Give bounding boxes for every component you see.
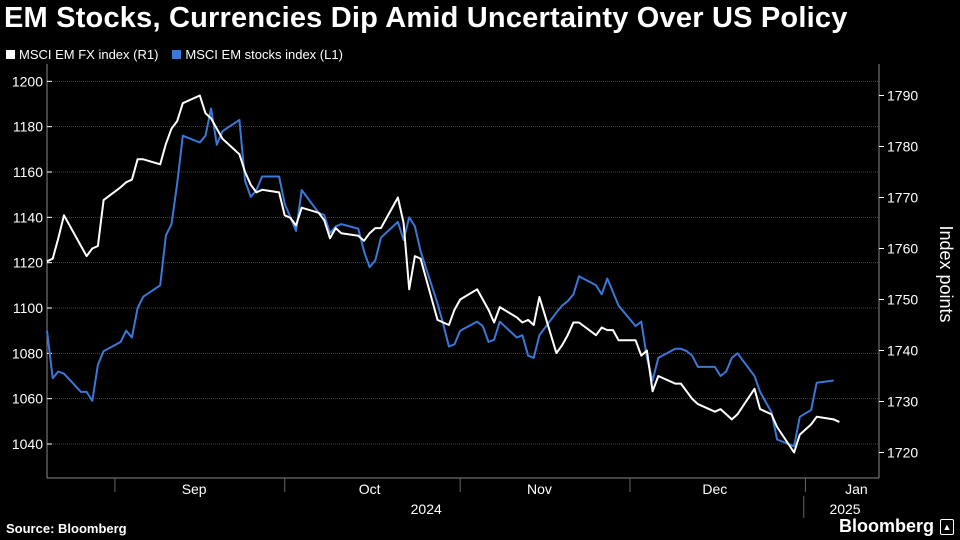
bloomberg-logo-icon: ▲	[940, 518, 954, 535]
left-tick-label: 1180	[13, 119, 43, 135]
right-tick-label: 1790	[887, 88, 918, 104]
right-axis-label: Index points	[936, 225, 956, 322]
brand-name: Bloomberg	[838, 516, 934, 536]
legend-label-stocks: MSCI EM stocks index (L1)	[185, 47, 343, 62]
left-tick-label: 1100	[13, 300, 43, 316]
year-tick-label: 2024	[411, 501, 442, 517]
left-tick-label: 1060	[12, 391, 43, 407]
right-tick-label: 1730	[887, 394, 918, 410]
legend-item-fx: MSCI EM FX index (R1)	[6, 47, 158, 62]
right-tick-label: 1750	[887, 292, 918, 308]
left-tick-label: 1140	[13, 209, 43, 225]
year-tick-label: 2025	[829, 501, 860, 517]
month-tick-label: Dec	[702, 481, 727, 497]
right-tick-label: 1760	[887, 241, 918, 257]
left-tick-label: 1040	[12, 436, 43, 452]
left-tick-label: 1120	[13, 255, 43, 271]
left-tick-label: 1160	[13, 164, 43, 180]
chart-title: EM Stocks, Currencies Dip Amid Uncertain…	[4, 2, 848, 34]
legend-swatch-fx	[6, 50, 15, 59]
right-tick-label: 1740	[887, 343, 918, 359]
chart-legend: MSCI EM FX index (R1) MSCI EM stocks ind…	[6, 47, 343, 62]
legend-label-fx: MSCI EM FX index (R1)	[19, 47, 159, 62]
right-tick-label: 1770	[887, 190, 918, 206]
right-tick-label: 1780	[887, 139, 918, 155]
right-tick-label: 1720	[887, 445, 918, 461]
month-tick-label: Sep	[182, 481, 207, 497]
month-tick-label: Oct	[359, 481, 381, 497]
source-note: Source: Bloomberg	[6, 521, 127, 536]
left-tick-label: 1080	[12, 345, 43, 361]
legend-swatch-stocks	[172, 50, 182, 59]
brand-logo: Bloomberg ▲	[839, 516, 954, 537]
stocks-series-line	[46, 107, 834, 448]
month-tick-label: Nov	[527, 481, 552, 497]
legend-item-stocks: MSCI EM stocks index (L1)	[172, 47, 343, 62]
month-tick-label: Jan	[845, 481, 868, 497]
left-tick-label: 1200	[12, 73, 43, 89]
fx-series-line	[46, 94, 840, 454]
